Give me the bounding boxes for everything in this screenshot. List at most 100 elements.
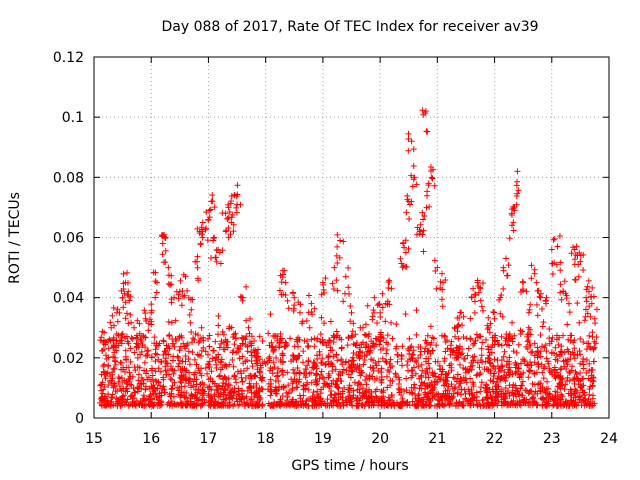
- data-point: [386, 360, 393, 367]
- data-point: [570, 339, 577, 346]
- data-point: [105, 354, 112, 361]
- data-point: [470, 381, 477, 388]
- data-point: [442, 387, 449, 394]
- data-point: [574, 389, 581, 396]
- data-point: [226, 361, 233, 368]
- data-point: [169, 340, 176, 347]
- data-point: [547, 395, 554, 402]
- data-point: [426, 365, 433, 372]
- data-point: [500, 267, 507, 274]
- data-point: [489, 396, 496, 403]
- data-point: [299, 359, 306, 366]
- data-point: [491, 309, 498, 316]
- data-point: [118, 340, 125, 347]
- data-point: [525, 390, 532, 397]
- data-point: [419, 367, 426, 374]
- data-point: [370, 306, 377, 313]
- data-point: [540, 365, 547, 372]
- data-point: [353, 397, 360, 404]
- data-point: [277, 398, 284, 405]
- data-point: [324, 396, 331, 403]
- data-point: [438, 371, 445, 378]
- data-point: [488, 349, 495, 356]
- data-point: [548, 369, 555, 376]
- data-point: [346, 399, 353, 406]
- data-point: [178, 302, 185, 309]
- data-point: [513, 201, 520, 208]
- data-point: [485, 354, 492, 361]
- data-point: [216, 372, 223, 379]
- data-point: [370, 340, 377, 347]
- data-point: [302, 366, 309, 373]
- data-point: [233, 209, 240, 216]
- data-point: [235, 391, 242, 398]
- x-tick-label: 21: [428, 431, 446, 447]
- data-point: [272, 377, 279, 384]
- data-point: [486, 359, 493, 366]
- data-point: [188, 328, 195, 335]
- data-point: [512, 382, 519, 389]
- data-point: [292, 398, 299, 405]
- data-point: [176, 347, 183, 354]
- data-point: [525, 330, 532, 337]
- data-point: [310, 389, 317, 396]
- data-point: [141, 397, 148, 404]
- data-point: [385, 278, 392, 285]
- data-point: [591, 344, 598, 351]
- data-point: [157, 368, 164, 375]
- x-tick-labels: 15 16 17 18 19 20 21 22 23 24: [85, 431, 618, 447]
- data-point: [487, 360, 494, 367]
- data-point: [380, 399, 387, 406]
- data-point: [514, 400, 521, 407]
- data-point: [267, 392, 274, 399]
- data-point: [136, 364, 143, 371]
- data-point: [402, 237, 409, 244]
- data-point: [431, 384, 438, 391]
- data-point: [339, 399, 346, 406]
- data-point: [477, 333, 484, 340]
- data-point: [381, 399, 388, 406]
- data-point: [510, 392, 517, 399]
- data-point: [532, 388, 539, 395]
- data-point: [451, 385, 458, 392]
- data-point: [471, 353, 478, 360]
- data-point: [300, 348, 307, 355]
- data-point: [509, 319, 516, 326]
- data-point: [497, 310, 504, 317]
- data-point: [570, 244, 577, 251]
- data-point: [566, 402, 573, 409]
- data-point: [409, 372, 416, 379]
- data-point: [107, 378, 114, 385]
- data-point: [296, 392, 303, 399]
- data-point: [330, 353, 337, 360]
- data-point: [525, 402, 532, 409]
- data-point: [122, 385, 129, 392]
- data-point: [564, 321, 571, 328]
- data-point: [188, 306, 195, 313]
- data-point: [485, 366, 492, 373]
- data-point: [187, 319, 194, 326]
- data-point: [561, 349, 568, 356]
- data-point: [206, 207, 213, 214]
- data-point: [254, 394, 261, 401]
- data-point: [402, 311, 409, 318]
- data-point: [431, 257, 438, 264]
- data-point: [154, 402, 161, 409]
- data-point: [360, 361, 367, 368]
- y-tick-label: 0.06: [53, 231, 84, 247]
- data-point: [527, 326, 534, 333]
- data-point: [500, 285, 507, 292]
- data-point: [304, 362, 311, 369]
- data-point: [420, 216, 427, 223]
- data-point: [234, 368, 241, 375]
- data-point: [498, 342, 505, 349]
- data-point: [338, 345, 345, 352]
- data-point: [322, 338, 329, 345]
- data-point: [112, 361, 119, 368]
- data-point: [296, 369, 303, 376]
- data-point: [145, 347, 152, 354]
- data-point: [345, 264, 352, 271]
- data-point: [253, 384, 260, 391]
- data-point: [101, 371, 108, 378]
- data-point: [209, 192, 216, 199]
